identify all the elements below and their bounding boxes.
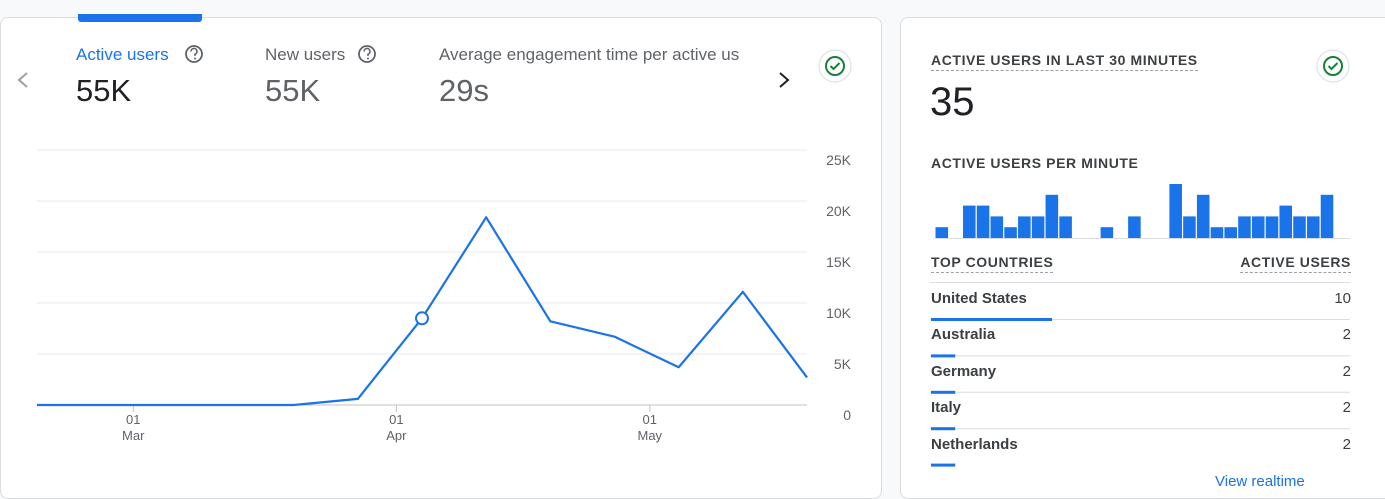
bar: [1279, 205, 1293, 238]
bar: [1018, 216, 1031, 238]
table-header: ACTIVE USERS: [1240, 254, 1351, 273]
next-arrow[interactable]: [779, 72, 790, 88]
country-name: Australia: [931, 326, 996, 344]
bar: [1004, 227, 1017, 238]
help-icon[interactable]: [185, 45, 203, 63]
bar: [1251, 216, 1265, 238]
x-tick-label: Apr: [386, 428, 407, 443]
bar: [1320, 194, 1334, 238]
bar: [1293, 216, 1306, 238]
bar: [1183, 216, 1196, 238]
bar: [990, 216, 1004, 238]
realtime-value: 35: [930, 80, 975, 124]
metric-label[interactable]: Active users: [76, 45, 169, 64]
table-header: TOP COUNTRIES: [931, 254, 1054, 273]
x-tick-label: May: [638, 428, 663, 443]
x-tick-label: 01: [126, 412, 140, 427]
country-bar: [931, 427, 956, 431]
metric-value: 55K: [76, 73, 132, 108]
bar: [1238, 216, 1251, 238]
country-bar: [931, 354, 956, 358]
bar: [1224, 227, 1237, 238]
tab-indicator: [78, 14, 202, 22]
country-value: 10: [1334, 290, 1351, 307]
bar: [1031, 216, 1045, 238]
metric-value: 29s: [439, 73, 489, 108]
y-tick-label: 15K: [826, 254, 852, 270]
country-bar: [931, 463, 956, 467]
country-value: 2: [1342, 362, 1351, 380]
bar: [963, 205, 976, 238]
country-bar: [931, 318, 1052, 321]
y-tick-label: 20K: [826, 203, 852, 219]
country-value: 2: [1342, 399, 1351, 417]
bar: [976, 205, 990, 238]
page: Active users 55K New users 55K Average e…: [0, 14, 1385, 499]
metric-label[interactable]: New users: [265, 45, 346, 64]
status-icon[interactable]: [1316, 49, 1350, 83]
bar: [1306, 216, 1320, 238]
y-tick-label: 0: [843, 407, 851, 423]
bar: [1045, 194, 1059, 238]
country-name: Netherlands: [931, 435, 1018, 453]
status-icon[interactable]: [818, 49, 852, 83]
line: [37, 216, 808, 407]
country-name: United States: [931, 290, 1027, 307]
per-minute-title: ACTIVE USERS PER MINUTE: [931, 155, 1139, 171]
bar: [1128, 216, 1141, 238]
y-tick-label: 5K: [834, 356, 852, 372]
overview-card: [0, 17, 882, 499]
realtime-card: [900, 17, 1385, 499]
realtime-title: ACTIVE USERS IN LAST 30 MINUTES: [931, 52, 1198, 71]
metric-label[interactable]: Average engagement time per active us: [439, 45, 740, 64]
prev-arrow[interactable]: [17, 72, 28, 88]
country-bar: [931, 390, 956, 394]
help-icon[interactable]: [358, 45, 376, 63]
bar: [1059, 216, 1072, 238]
bar: [935, 227, 949, 238]
bar: [1265, 216, 1279, 238]
bar: [1196, 194, 1210, 238]
bar: [1169, 184, 1182, 238]
country-value: 2: [1342, 435, 1351, 453]
y-tick-label: 25K: [826, 152, 852, 168]
x-tick-label: Mar: [122, 428, 145, 443]
country-value: 2: [1342, 326, 1351, 344]
x-tick-label: 01: [389, 412, 403, 427]
bar: [1100, 227, 1114, 238]
bar: [1210, 227, 1224, 238]
highlight-point: [415, 311, 429, 326]
y-tick-label: 10K: [826, 305, 852, 321]
metric-value: 55K: [265, 73, 321, 108]
x-tick-label: 01: [643, 412, 657, 427]
country-name: Germany: [931, 362, 997, 380]
country-name: Italy: [931, 399, 962, 417]
